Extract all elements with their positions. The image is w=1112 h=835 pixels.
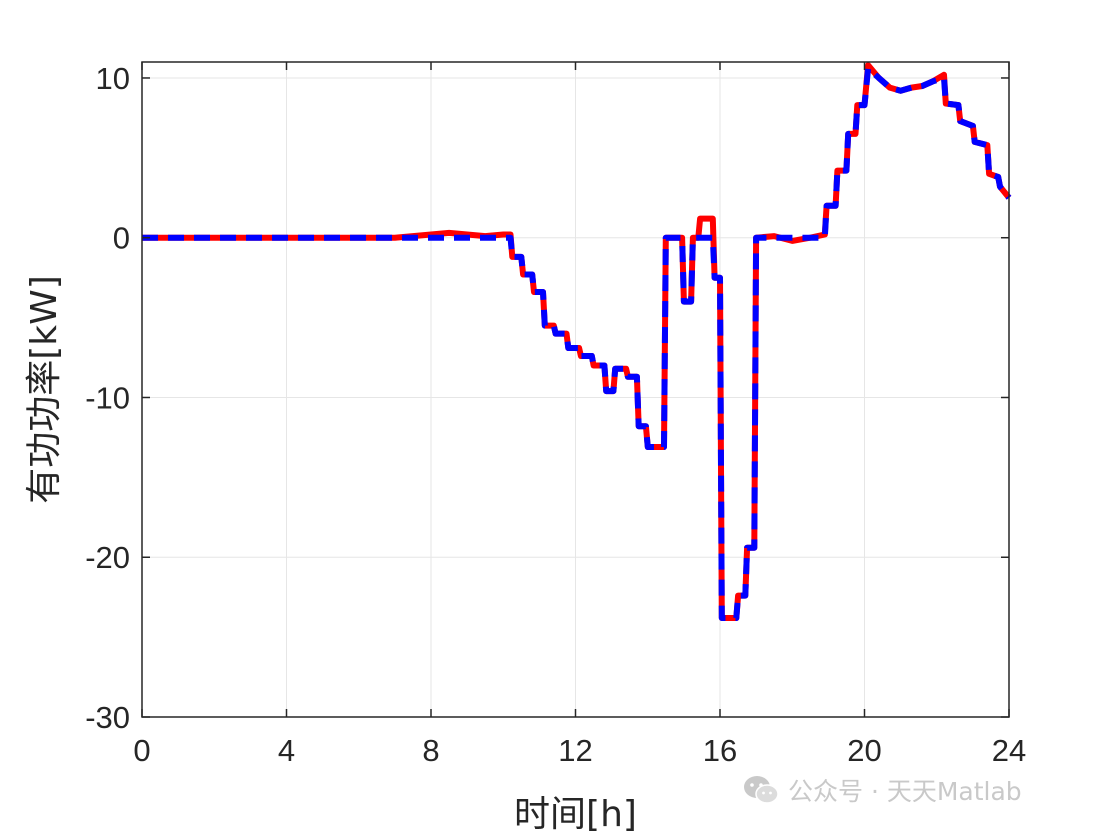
series-group (142, 62, 1012, 621)
x-tick-label: 20 (847, 733, 881, 768)
grid (141, 62, 1010, 718)
x-tick-label: 24 (992, 733, 1026, 768)
series-line-2 (142, 65, 1012, 621)
watermark-text: 公众号 · 天天Matlab (788, 777, 1022, 806)
x-tick-label: 4 (278, 733, 295, 768)
x-tick-label: 0 (133, 733, 150, 768)
y-tick-label: -20 (85, 540, 130, 575)
x-axis-label: 时间[h] (514, 794, 637, 835)
x-tick-label: 16 (703, 733, 737, 768)
ticks: 0 4 8 12 16 20 24 -30 -20 -10 0 10 (85, 61, 1026, 768)
y-tick-label: 10 (96, 61, 130, 96)
y-axis-label: 有功功率[kW] (24, 275, 65, 504)
y-tick-label: 0 (113, 221, 130, 256)
watermark: 公众号 · 天天Matlab (742, 772, 1022, 808)
y-tick-label: -30 (85, 700, 130, 735)
x-tick-label: 8 (422, 733, 439, 768)
wechat-icon (744, 776, 779, 804)
y-tick-label: -10 (85, 380, 130, 415)
x-tick-label: 12 (558, 733, 592, 768)
